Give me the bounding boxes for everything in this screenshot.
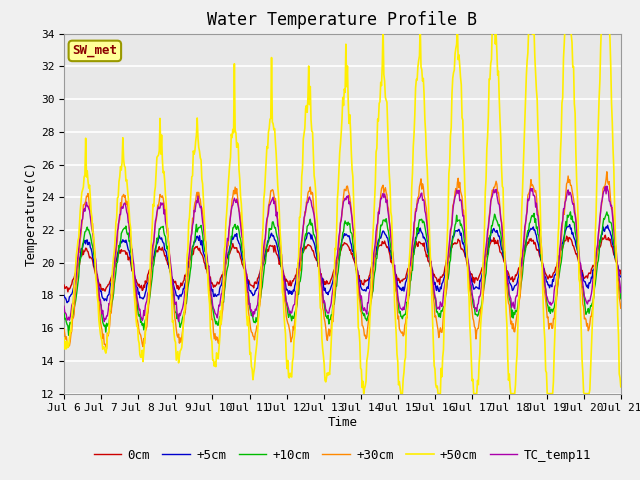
TC_temp11 xyxy=(214,309,222,315)
+5cm xyxy=(617,274,625,280)
0cm xyxy=(428,262,435,268)
+5cm xyxy=(60,292,68,298)
+50cm xyxy=(70,285,78,290)
+30cm xyxy=(603,169,611,175)
0cm xyxy=(185,258,193,264)
+10cm xyxy=(128,264,136,270)
+30cm xyxy=(214,340,222,346)
TC_temp11 xyxy=(617,289,625,295)
TC_temp11 xyxy=(428,258,435,264)
Line: TC_temp11: TC_temp11 xyxy=(64,186,621,322)
+50cm xyxy=(360,391,367,396)
+10cm xyxy=(566,209,574,215)
0cm xyxy=(411,245,419,251)
TC_temp11 xyxy=(60,303,68,309)
+50cm xyxy=(428,298,436,303)
+10cm xyxy=(214,323,222,328)
+10cm xyxy=(617,296,625,302)
0cm xyxy=(617,271,625,277)
Line: +10cm: +10cm xyxy=(64,212,621,336)
+10cm xyxy=(411,243,419,249)
+10cm xyxy=(65,333,72,338)
+50cm xyxy=(60,335,68,341)
+50cm xyxy=(380,23,387,28)
0cm xyxy=(71,272,79,278)
+30cm xyxy=(70,312,78,317)
TC_temp11 xyxy=(70,284,78,290)
Title: Water Temperature Profile B: Water Temperature Profile B xyxy=(207,11,477,29)
0cm xyxy=(64,289,72,295)
Line: +30cm: +30cm xyxy=(64,172,621,348)
TC_temp11 xyxy=(100,319,108,324)
+5cm xyxy=(185,264,193,270)
+10cm xyxy=(428,264,435,269)
Text: SW_met: SW_met xyxy=(72,44,117,58)
+30cm xyxy=(411,215,419,220)
0cm xyxy=(128,268,136,274)
+10cm xyxy=(71,302,79,308)
+50cm xyxy=(184,246,192,252)
Y-axis label: Temperature(C): Temperature(C) xyxy=(25,161,38,266)
TC_temp11 xyxy=(128,247,136,252)
X-axis label: Time: Time xyxy=(328,416,357,429)
+5cm xyxy=(214,292,222,298)
+5cm xyxy=(71,274,79,280)
Legend: 0cm, +5cm, +10cm, +30cm, +50cm, TC_temp11: 0cm, +5cm, +10cm, +30cm, +50cm, TC_temp1… xyxy=(89,444,596,467)
+30cm xyxy=(103,346,111,351)
Line: +50cm: +50cm xyxy=(64,25,621,394)
TC_temp11 xyxy=(185,256,193,262)
+30cm xyxy=(185,267,193,273)
TC_temp11 xyxy=(603,183,611,189)
TC_temp11 xyxy=(411,217,419,223)
+5cm xyxy=(428,263,435,268)
+50cm xyxy=(412,85,419,91)
Line: 0cm: 0cm xyxy=(64,235,621,292)
+30cm xyxy=(428,266,435,272)
+50cm xyxy=(617,384,625,390)
+50cm xyxy=(127,244,135,250)
+30cm xyxy=(60,326,68,332)
+5cm xyxy=(411,240,419,246)
+10cm xyxy=(185,279,193,285)
+30cm xyxy=(128,252,136,258)
0cm xyxy=(602,232,609,238)
0cm xyxy=(214,279,222,285)
+30cm xyxy=(617,305,625,311)
0cm xyxy=(60,282,68,288)
+10cm xyxy=(60,309,68,315)
+50cm xyxy=(214,352,221,358)
Line: +5cm: +5cm xyxy=(64,225,621,303)
+5cm xyxy=(566,222,573,228)
+5cm xyxy=(63,300,71,306)
+5cm xyxy=(128,266,136,272)
